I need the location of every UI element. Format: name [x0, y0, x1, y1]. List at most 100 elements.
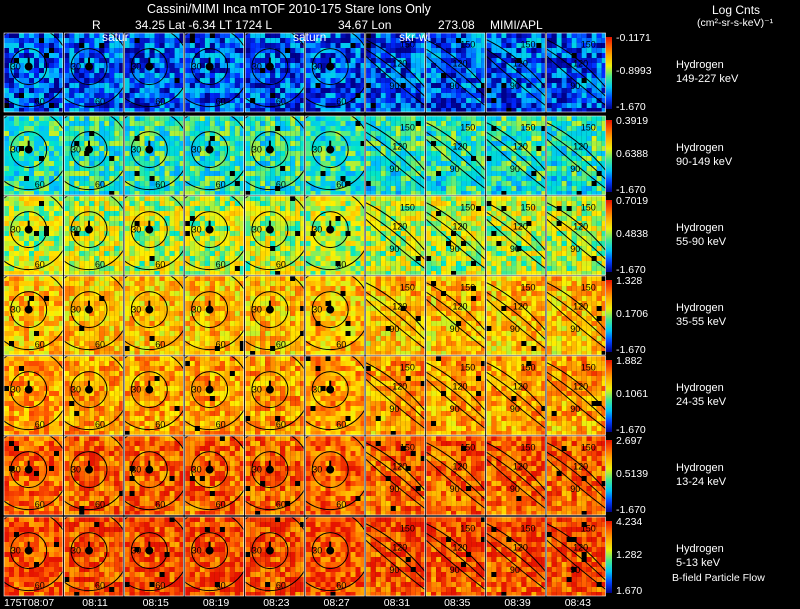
contour-label: 90: [510, 484, 520, 494]
contour-label: 30: [71, 62, 81, 72]
contour-label: 30: [252, 385, 262, 395]
contour-label: 30: [252, 305, 262, 315]
colorbar: [606, 360, 612, 432]
colorbar-max-label: 2.697: [616, 435, 642, 447]
contour-label: 30: [192, 305, 202, 315]
contour-label: 90: [450, 81, 460, 91]
contour-label: 30: [11, 62, 21, 72]
heatmap-panel: 150 120 90: [352, 517, 434, 597]
contour-label: 30: [11, 465, 21, 475]
contour-label: 60: [35, 500, 45, 510]
heatmap-panel: 150 120 90: [473, 517, 555, 597]
energy-range-label: 35-55 keV: [676, 316, 726, 329]
contour-label: 60: [95, 180, 105, 190]
contour-label: 120: [392, 59, 407, 69]
contour-label: 30: [312, 62, 322, 72]
contour-label: 30: [131, 145, 141, 155]
contour-label: 120: [513, 142, 528, 152]
contour-label: 120: [453, 222, 468, 232]
contour-label: 90: [570, 404, 580, 414]
colorbar: [606, 200, 612, 272]
heatmap-panel: 150 120 90: [533, 517, 615, 597]
contour-label: 120: [573, 302, 588, 312]
colorbar-mid-label: -0.8993: [616, 65, 652, 77]
colorbar: [606, 280, 612, 352]
contour-label: 60: [216, 340, 226, 350]
contour-label: 30: [131, 305, 141, 315]
contour-label: 60: [155, 260, 165, 270]
colorbar: [606, 521, 612, 593]
heatmap-panel: 150 120 90: [473, 356, 555, 436]
contour-label: 90: [570, 164, 580, 174]
contour-label: 90: [389, 164, 399, 174]
contour-label: 120: [513, 382, 528, 392]
contour-label: 30: [192, 465, 202, 475]
contour-label: 60: [336, 340, 346, 350]
contour-label: 120: [573, 382, 588, 392]
contour-label: 30: [312, 385, 322, 395]
contour-label: 150: [581, 39, 596, 49]
contour-label: 90: [570, 484, 580, 494]
contour-label: 30: [312, 305, 322, 315]
colorbar: [606, 37, 612, 109]
contour-label: 120: [573, 222, 588, 232]
heatmap-panel: 150 120 90: [413, 276, 495, 356]
contour-label: 60: [276, 180, 286, 190]
contour-label: 150: [400, 442, 415, 452]
energy-range-label: 5-13 keV: [676, 557, 720, 570]
contour-label: 120: [513, 302, 528, 312]
contour-label: 60: [216, 420, 226, 430]
species-label: Hydrogen: [676, 59, 724, 72]
contour-label: 90: [450, 484, 460, 494]
heatmap-panel: 150 120 90: [413, 196, 495, 276]
contour-label: 60: [276, 500, 286, 510]
contour-label: 150: [460, 39, 475, 49]
contour-label: 90: [450, 404, 460, 414]
contour-label: 60: [35, 97, 45, 107]
heatmap-panel: 150 120 90: [352, 196, 434, 276]
contour-label: 60: [276, 97, 286, 107]
contour-label: 30: [11, 225, 21, 235]
time-tick-label: 08:19: [203, 597, 229, 609]
heatmap-panel: 150 120 90: [473, 436, 555, 516]
contour-label: 90: [570, 324, 580, 334]
plot-title: Cassini/MIMI Inca mTOF 2010-175 Stare Io…: [147, 2, 431, 16]
heatmap-panel: 150 120 90: [533, 356, 615, 436]
contour-label: 30: [71, 465, 81, 475]
time-tick-label: 08:31: [384, 597, 410, 609]
contour-label: 60: [155, 97, 165, 107]
contour-label: 90: [389, 324, 399, 334]
time-tick-label: 08:35: [444, 597, 470, 609]
time-tick-label: 175T08:07: [4, 597, 54, 609]
contour-label: 30: [71, 546, 81, 556]
heatmap-panel: 150 120 90: [473, 276, 555, 356]
heatmap-panel: 30 60: [0, 511, 69, 597]
heatmap-panel: 150 120 90: [352, 33, 434, 113]
contour-label: 150: [400, 523, 415, 533]
contour-label: 150: [581, 523, 596, 533]
contour-label: 90: [389, 484, 399, 494]
contour-label: 150: [581, 202, 596, 212]
colorbar-mid-label: 1.282: [616, 549, 642, 561]
contour-label: 90: [510, 565, 520, 575]
colorbar-mid-label: 0.5139: [616, 468, 648, 480]
contour-label: 60: [276, 260, 286, 270]
overlay-label-satur: satur: [102, 30, 129, 44]
heatmap-panel: 30 60: [0, 430, 69, 516]
heatmap-panel: 150 120 90: [533, 196, 615, 276]
contour-label: 30: [11, 546, 21, 556]
contour-label: 60: [155, 581, 165, 591]
colorbar-mid-label: 0.1706: [616, 308, 648, 320]
contour-label: 120: [573, 543, 588, 553]
colorbar: [606, 440, 612, 512]
contour-label: 30: [11, 385, 21, 395]
contour-label: 120: [453, 462, 468, 472]
contour-label: 120: [573, 142, 588, 152]
contour-label: 30: [312, 145, 322, 155]
heatmap-panel: 150 120 90: [413, 517, 495, 597]
contour-label: 120: [392, 222, 407, 232]
colorbar-title: Log Cnts: [712, 3, 760, 17]
contour-label: 120: [453, 59, 468, 69]
contour-label: 120: [453, 382, 468, 392]
contour-label: 60: [336, 581, 346, 591]
